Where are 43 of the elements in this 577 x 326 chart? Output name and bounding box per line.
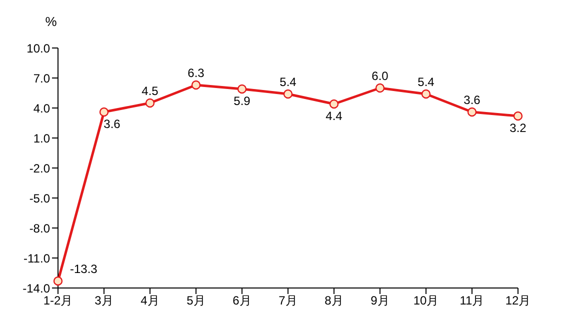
text: 5.4	[280, 75, 296, 89]
y-tick-label: -5.0	[29, 191, 50, 206]
x-tick-label: 1-2月	[43, 294, 73, 308]
text: 3.6	[464, 93, 480, 107]
text: 6.0	[372, 69, 388, 83]
point	[421, 89, 431, 99]
y-tick-label: -14.0	[22, 281, 50, 296]
x-tick-label: 5月	[186, 294, 206, 308]
point	[513, 111, 523, 121]
text: -13.3	[70, 262, 98, 276]
x-tick-label: 4月	[140, 294, 160, 308]
y-axis-title: %	[45, 14, 58, 29]
y-tick-label: 1.0	[33, 131, 50, 146]
text: 5.9	[234, 94, 250, 108]
x-tick-label: 11月	[460, 294, 484, 308]
text: 4.4	[326, 109, 342, 123]
point	[53, 276, 63, 286]
y-tick-label: -2.0	[29, 161, 50, 176]
point	[329, 99, 339, 109]
point	[145, 98, 155, 108]
point	[237, 84, 247, 94]
point	[191, 80, 201, 90]
x-tick-label: 12月	[505, 294, 531, 308]
text: 5.4	[418, 75, 434, 89]
x-tick-label: 6月	[232, 294, 252, 308]
y-tick-label: 10.0	[26, 41, 50, 56]
y-tick-label: 4.0	[33, 101, 50, 116]
y-tick-label: 7.0	[33, 71, 50, 86]
text: 3.6	[104, 117, 120, 131]
y-tick-label: -8.0	[29, 221, 50, 236]
point	[99, 107, 109, 117]
y-tick-label: -11.0	[24, 251, 50, 266]
x-tick-label: 7月	[278, 294, 298, 308]
point	[283, 89, 293, 99]
x-tick-label: 10月	[413, 294, 439, 308]
text: 3.2	[510, 121, 526, 135]
text: 6.3	[188, 66, 204, 80]
x-tick-label: 9月	[370, 294, 390, 308]
x-tick-label: 3月	[94, 294, 114, 308]
point	[467, 107, 477, 117]
point	[375, 83, 385, 93]
x-tick-label: 8月	[324, 294, 344, 308]
text: 4.5	[142, 84, 158, 98]
